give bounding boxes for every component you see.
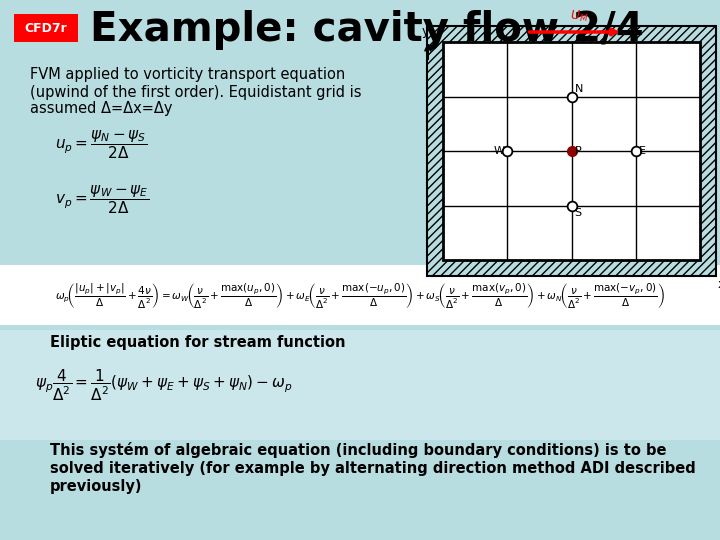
Text: y: y <box>421 25 428 38</box>
Text: (upwind of the first order). Equidistant grid is: (upwind of the first order). Equidistant… <box>30 84 361 99</box>
Text: Eliptic equation for stream function: Eliptic equation for stream function <box>50 334 346 349</box>
Text: N: N <box>575 84 583 94</box>
Text: $u_p = \dfrac{\psi_N - \psi_S}{2\Delta}$: $u_p = \dfrac{\psi_N - \psi_S}{2\Delta}$ <box>55 129 147 161</box>
Text: E: E <box>639 146 646 156</box>
Text: previously): previously) <box>50 478 143 494</box>
Bar <box>0 330 720 440</box>
Text: Example: cavity flow 2/4: Example: cavity flow 2/4 <box>90 10 644 50</box>
Text: W: W <box>493 146 504 156</box>
Text: $U_M$: $U_M$ <box>570 9 589 24</box>
Text: S: S <box>575 207 582 218</box>
Text: x: x <box>718 278 720 291</box>
Text: $\omega_p\!\left(\dfrac{|u_p|+|v_p|}{\Delta}+\dfrac{4\nu}{\Delta^2}\right) = \om: $\omega_p\!\left(\dfrac{|u_p|+|v_p|}{\De… <box>55 280 665 309</box>
Bar <box>0 265 720 325</box>
Bar <box>427 26 716 276</box>
Text: P: P <box>575 146 581 156</box>
Text: assumed Δ=Δx=Δy: assumed Δ=Δx=Δy <box>30 102 173 117</box>
Bar <box>14 14 78 42</box>
Bar <box>443 42 700 260</box>
Text: CFD7r: CFD7r <box>24 22 68 35</box>
Text: $v_p = \dfrac{\psi_W - \psi_E}{2\Delta}$: $v_p = \dfrac{\psi_W - \psi_E}{2\Delta}$ <box>55 184 149 217</box>
Text: This systém of algebraic equation (including boundary conditions) is to be: This systém of algebraic equation (inclu… <box>50 442 667 458</box>
Text: FVM applied to vorticity transport equation: FVM applied to vorticity transport equat… <box>30 68 346 83</box>
Text: solved iteratively (for example by alternating direction method ADI described: solved iteratively (for example by alter… <box>50 461 696 476</box>
Text: $\psi_p\dfrac{4}{\Delta^2} = \dfrac{1}{\Delta^2}(\psi_W + \psi_E + \psi_S + \psi: $\psi_p\dfrac{4}{\Delta^2} = \dfrac{1}{\… <box>35 367 292 403</box>
